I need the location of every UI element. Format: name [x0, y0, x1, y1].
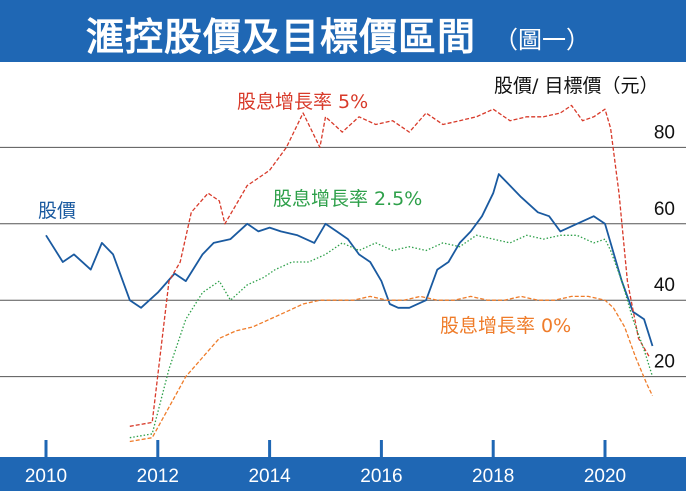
x-tick-label-2020: 2020 — [584, 466, 626, 487]
series-label-3: 股息增長率 0% — [440, 315, 571, 337]
grid-layer — [0, 146, 686, 378]
chart-subtitle: （圖一） — [494, 26, 590, 54]
y-tick-label-60: 60 — [654, 199, 675, 220]
chart-title: 滙控股價及目標價區間 — [86, 15, 477, 59]
y-tick-label-40: 40 — [654, 275, 675, 296]
y-tick-label-80: 80 — [654, 122, 675, 143]
series-label-0: 股價 — [38, 200, 76, 222]
title-bar: 滙控股價及目標價區間 （圖一） — [0, 0, 686, 62]
series-line-2 — [129, 234, 654, 439]
series-label-2: 股息增長率 2.5% — [273, 188, 422, 210]
series-layer — [45, 104, 654, 443]
label-layer: 股價/ 目標價（元） 20 40 60 80 股價 股息增長率 5% 股息增長率 2.5% 股… — [38, 75, 675, 373]
x-tick-label-2012: 2012 — [137, 466, 179, 487]
y-tick-label-20: 20 — [654, 352, 675, 373]
x-tick-layer: 2010 2012 2014 2016 2018 2020 — [25, 440, 626, 487]
x-tick-label-2010: 2010 — [25, 466, 67, 487]
series-line-0 — [45, 173, 654, 347]
x-tick-label-2016: 2016 — [360, 466, 402, 487]
x-tick-label-2018: 2018 — [472, 466, 514, 487]
series-line-1 — [129, 104, 651, 427]
series-line-3 — [129, 295, 654, 443]
x-tick-label-2014: 2014 — [248, 466, 291, 487]
y-axis-label: 股價/ 目標價（元） — [494, 75, 658, 97]
x-axis-bar — [0, 457, 686, 491]
series-label-1: 股息增長率 5% — [237, 91, 368, 113]
